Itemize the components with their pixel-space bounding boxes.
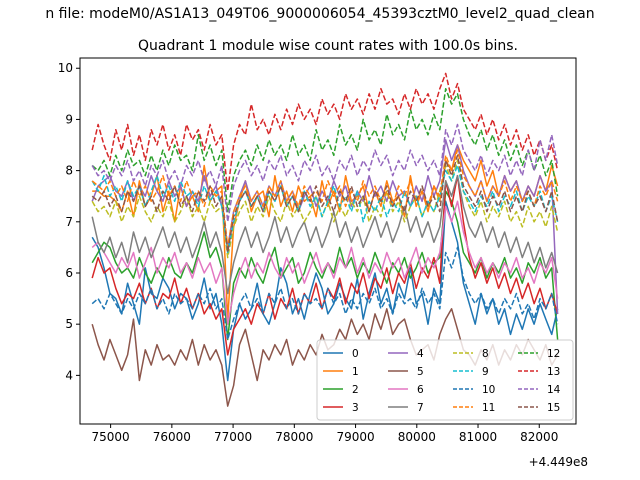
series-14-line (91, 123, 559, 223)
legend-box (316, 339, 574, 421)
legend-label: 8 (482, 348, 489, 360)
series-12-line (91, 87, 559, 213)
legend-label: 2 (352, 384, 359, 396)
x-tick-label: 81000 (459, 430, 497, 444)
legend-label: 12 (547, 348, 560, 360)
series-lines (91, 72, 559, 407)
y-tick-label: 6 (65, 266, 73, 280)
series-15-line (91, 154, 559, 254)
legend-label: 11 (482, 402, 495, 414)
x-axis-ticks: 75000 76000 77000 78000 79000 80000 81000 82000 (92, 424, 558, 444)
y-tick-label: 9 (65, 112, 73, 126)
x-tick-label: 76000 (153, 430, 191, 444)
y-tick-label: 7 (65, 215, 73, 229)
plot-frame (79, 57, 577, 425)
y-tick-label: 8 (65, 164, 73, 178)
legend-label: 6 (417, 384, 424, 396)
series-7-line (91, 174, 559, 295)
chart-title: Quadrant 1 module wise count rates with … (138, 38, 518, 54)
legend-label: 9 (482, 366, 489, 378)
x-tick-label: 80000 (398, 430, 436, 444)
legend-label: 15 (547, 402, 560, 414)
legend-label: 4 (417, 348, 424, 360)
legend-label: 0 (352, 348, 359, 360)
series-9-line (91, 164, 559, 254)
series-13-line (91, 72, 559, 192)
series-10-line (91, 246, 559, 341)
legend-label: 10 (482, 384, 495, 396)
legend-label: 14 (547, 384, 561, 396)
legend-label: 5 (417, 366, 424, 378)
legend-label: 7 (417, 402, 424, 414)
y-tick-label: 10 (58, 61, 73, 75)
legend-label: 1 (352, 366, 359, 378)
y-tick-label: 5 (65, 317, 73, 331)
x-offset-label: +4.449e8 (529, 455, 588, 469)
y-axis-ticks: 4 5 6 7 8 9 10 (58, 61, 80, 382)
legend-label: 13 (547, 366, 560, 378)
y-tick-label: 4 (65, 368, 73, 382)
figure-suptitle: n file: modeM0/AS1A13_049T06_9000006054_… (45, 6, 594, 22)
series-11-line (91, 149, 559, 249)
x-tick-label: 77000 (214, 430, 252, 444)
series-6-line (91, 200, 559, 325)
x-tick-label: 79000 (336, 430, 374, 444)
x-tick-label: 82000 (520, 430, 558, 444)
x-tick-label: 75000 (92, 430, 130, 444)
legend-label: 3 (352, 402, 359, 414)
x-tick-label: 78000 (275, 430, 313, 444)
